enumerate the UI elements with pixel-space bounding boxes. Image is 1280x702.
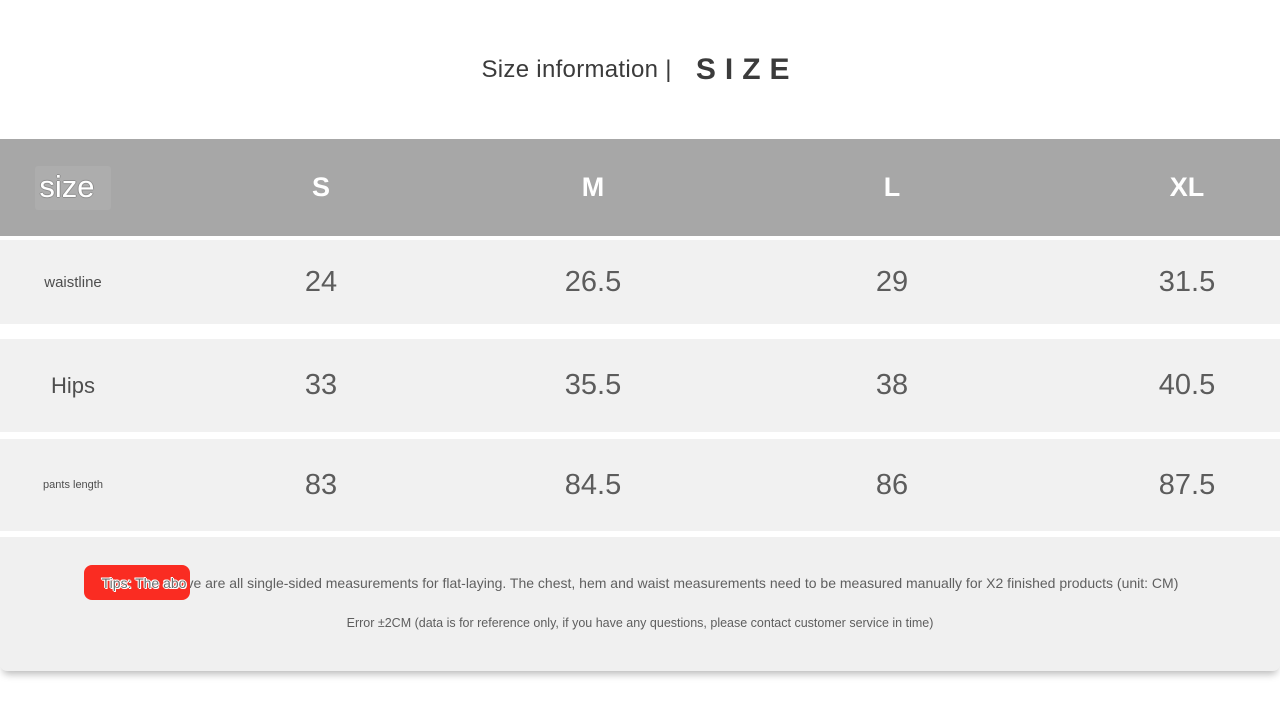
- pants-length-value-l: 86: [875, 468, 909, 501]
- row-label-pants-length: pants length: [43, 479, 103, 491]
- hips-value-xl: 40.5: [1158, 369, 1216, 401]
- hips-value-m: 35.5: [564, 369, 622, 401]
- waistline-value-xl: 31.5: [1158, 265, 1216, 298]
- column-header-l: L: [883, 172, 901, 202]
- hips-value-s: 33: [304, 369, 338, 401]
- waistline-value-m: 26.5: [564, 265, 622, 298]
- tips-text: Tips: The above are all single-sided mea…: [0, 565, 1280, 600]
- pants-length-value-xl: 87.5: [1158, 468, 1216, 501]
- waistline-value-l: 29: [875, 265, 909, 298]
- tips-badge: Tips: The abo: [83, 565, 191, 600]
- table-row-hips: Hips 33 35.5 38 40.5: [0, 339, 1280, 432]
- page-title: Size information | SIZE: [0, 0, 1280, 139]
- hips-value-l: 38: [875, 369, 909, 401]
- page-title-accent: SIZE: [695, 52, 799, 86]
- row-label-waistline: waistline: [44, 273, 102, 291]
- error-note: Error ±2CM (data is for reference only, …: [346, 616, 934, 630]
- table-row-pants-length: pants length 83 84.5 86 87.5: [0, 439, 1280, 531]
- size-table-header-row: size S M L XL: [0, 139, 1280, 236]
- size-table-corner-cell: size: [0, 139, 146, 236]
- column-header-xl: XL: [1169, 172, 1205, 202]
- pants-length-value-s: 83: [304, 468, 338, 501]
- column-header-m: M: [581, 172, 605, 202]
- tips-text-rest: ve are all single-sided measurements for…: [186, 575, 1179, 591]
- pants-length-value-m: 84.5: [564, 468, 622, 501]
- waistline-value-s: 24: [304, 265, 338, 298]
- table-row-waistline: waistline 24 26.5 29 31.5: [0, 240, 1280, 324]
- size-corner-label: size: [35, 165, 111, 210]
- tips-section: Tips: The above are all single-sided mea…: [0, 537, 1280, 671]
- row-label-hips: Hips: [50, 372, 95, 398]
- page-title-text: Size information |: [481, 55, 672, 83]
- column-header-s: S: [311, 172, 330, 202]
